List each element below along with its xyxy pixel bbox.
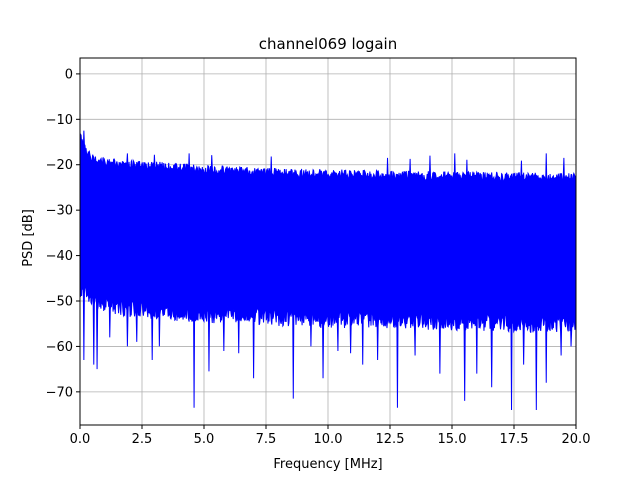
y-tick-label: −50 <box>46 295 73 310</box>
y-tick-label: −30 <box>46 204 73 219</box>
chart-title: channel069 logain <box>259 35 398 53</box>
y-axis: 0 −10 −20 −30 −40 −50 −60 −70 <box>46 67 80 400</box>
x-axis: 0.0 2.5 5.0 7.5 10.0 12.5 15.0 17.5 20.0 <box>70 425 591 447</box>
y-tick-label: −60 <box>46 340 73 355</box>
x-tick-label: 17.5 <box>500 432 529 447</box>
x-tick-label: 20.0 <box>562 432 591 447</box>
x-tick-label: 12.5 <box>376 432 405 447</box>
y-tick-label: −20 <box>46 158 73 173</box>
x-axis-label: Frequency [MHz] <box>273 457 382 472</box>
x-tick-label: 5.0 <box>194 432 215 447</box>
x-tick-label: 7.5 <box>256 432 277 447</box>
x-tick-label: 2.5 <box>132 432 153 447</box>
x-tick-label: 15.0 <box>438 432 467 447</box>
y-tick-label: −70 <box>46 385 73 400</box>
x-tick-label: 10.0 <box>314 432 343 447</box>
y-tick-label: 0 <box>65 67 73 82</box>
y-tick-label: −10 <box>46 113 73 128</box>
y-tick-label: −40 <box>46 249 73 264</box>
y-axis-label: PSD [dB] <box>21 209 36 267</box>
x-tick-label: 0.0 <box>70 432 91 447</box>
